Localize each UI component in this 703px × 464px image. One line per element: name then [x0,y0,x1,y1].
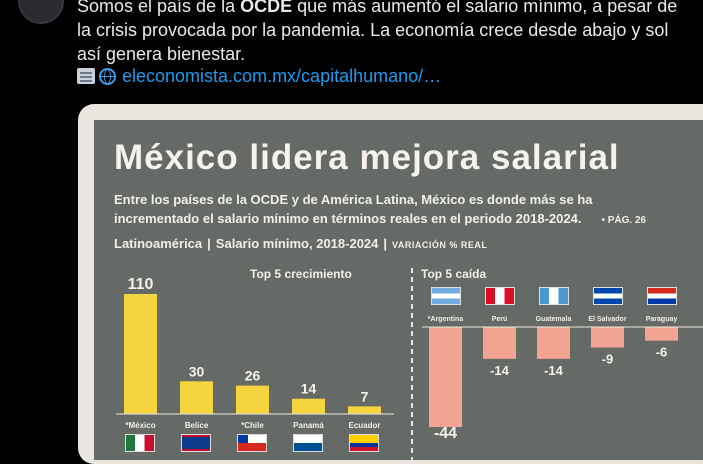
tick-label-growth-0: *México [125,421,155,430]
data-label-growth-4: 7 [361,388,369,404]
flag-guatemala-icon [539,287,569,305]
tick-label-drop-2: Guatemala [536,316,572,323]
tick-label-growth-2: *Chile [241,421,264,430]
globe-icon [99,67,116,85]
tick-label-growth-4: Ecuador [348,421,380,430]
flag-el-salvador-icon [593,287,623,305]
bar-drop-0 [429,327,462,427]
data-label-growth-2: 26 [245,368,261,384]
data-label-drop-0: -44 [434,425,457,442]
tweet-media-image[interactable]: México lidera mejora salarial Entre los … [78,104,703,464]
tick-label-growth-3: Panamá [293,421,324,430]
bar-drop-3 [591,327,624,348]
infographic-title: México lidera mejora salarial [114,138,620,177]
flag-belize-icon [181,434,211,452]
tweet-link-row[interactable]: eleconomista.com.mx/capitalhumano/… [77,64,441,88]
tweet-line-2: la crisis provocada por la pandemia. La … [77,20,669,40]
data-label-drop-3: -9 [602,351,614,366]
flag-paraguay-icon [647,287,677,305]
data-label-growth-3: 14 [301,381,317,397]
data-label-drop-4: -6 [656,345,668,360]
data-label-drop-2: -14 [544,363,564,378]
top-growth-label: Top 5 crecimiento [250,267,352,281]
infographic: México lidera mejora salarial Entre los … [94,120,703,460]
top-drop-label: Top 5 caída [421,267,487,281]
data-label-drop-1: -14 [490,363,510,378]
bar-growth-1 [180,381,213,414]
bar-drop-2 [537,327,570,359]
tick-label-drop-4: Paraguay [646,316,678,323]
chart-header: Latinoamérica | Salario mínimo, 2018-2024 |… [114,236,488,251]
tweet-bold-ocde: OCDE [240,0,293,16]
bar-drop-4 [645,327,678,341]
bar-growth-3 [292,398,325,414]
data-label-growth-0: 110 [128,276,154,293]
bar-growth-4 [348,406,381,414]
flag-argentina-icon [431,287,461,305]
flag-peru-icon [485,287,515,305]
flag-panama-icon [293,434,323,452]
bar-growth-2 [236,385,269,414]
flag-mexico-icon [125,434,155,452]
panel-divider [411,268,413,460]
tick-label-drop-0: *Argentina [428,316,464,323]
tweet-line-1: Somos el país de la OCDE que más aumentó… [77,0,703,18]
tick-label-drop-1: Perú [492,316,508,323]
tweet-line-3: así genera bienestar. [77,44,246,64]
avatar[interactable] [18,0,64,24]
bar-drop-1 [483,327,516,359]
page-reference: • PÁG. 26 [601,215,647,226]
article-link[interactable]: eleconomista.com.mx/capitalhumano/… [122,65,442,86]
data-label-growth-1: 30 [189,363,205,379]
tweet-text: Somos el país de la OCDE que más aumentó… [77,0,703,66]
infographic-subtitle: Entre los países de la OCDE y de América… [114,192,647,226]
salary-chart: 110 *México 30 Belice 26 *Chile 14 Panamá 7 Ecuad… [116,276,703,442]
tick-label-drop-3: El Salvador [588,316,626,323]
bar-growth-0 [124,294,157,414]
newspaper-icon [77,68,95,84]
flag-chile-icon [237,434,267,452]
flag-ecuador-icon [349,434,379,452]
tick-label-growth-1: Belice [185,421,209,430]
